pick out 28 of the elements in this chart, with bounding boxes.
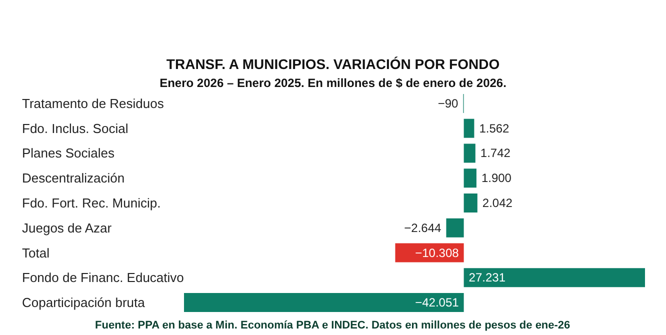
source-note: Fuente: PPA en base a Min. Economía PBA e INDEC. Datos en millones de pesos de ene-26 <box>95 320 570 332</box>
y-tick-label: Fdo. Inclus. Social <box>22 120 128 136</box>
y-tick-label: Planes Sociales <box>22 146 115 161</box>
y-tick-label: Fdo. Fort. Rec. Municip. <box>22 196 161 210</box>
y-tick-label: Tratamento de Residuos <box>22 96 164 111</box>
data-label: 27.231 <box>468 270 506 285</box>
bar <box>464 194 478 212</box>
bar <box>464 168 476 188</box>
data-label: −42.051 <box>415 296 460 310</box>
bar <box>464 118 474 138</box>
bar <box>446 218 464 238</box>
bar <box>464 144 476 163</box>
data-label: −10.308 <box>415 246 460 260</box>
chart-title: TRANSF. A MUNICIPIOS. VARIACIÓN POR FONDO <box>166 56 500 72</box>
y-tick-label: Juegos de Azar <box>22 220 112 236</box>
chart-subtitle: Enero 2026 – Enero 2025. En millones de $ de enero de 2026. <box>160 76 506 90</box>
bar <box>464 268 645 288</box>
y-tick-label: Fondo de Financ. Educativo <box>22 270 184 286</box>
data-label: −2.644 <box>404 220 442 235</box>
bar <box>184 293 464 312</box>
y-tick-label: Coparticipación bruta <box>22 295 146 310</box>
data-label: 1.900 <box>481 171 512 186</box>
data-label: 1.562 <box>479 121 510 136</box>
data-label: −90 <box>438 96 459 110</box>
data-label: 1.742 <box>480 146 511 160</box>
data-label: 2.042 <box>482 196 513 210</box>
y-tick-label: Descentralización <box>22 170 125 186</box>
y-tick-label: Total <box>22 245 50 260</box>
